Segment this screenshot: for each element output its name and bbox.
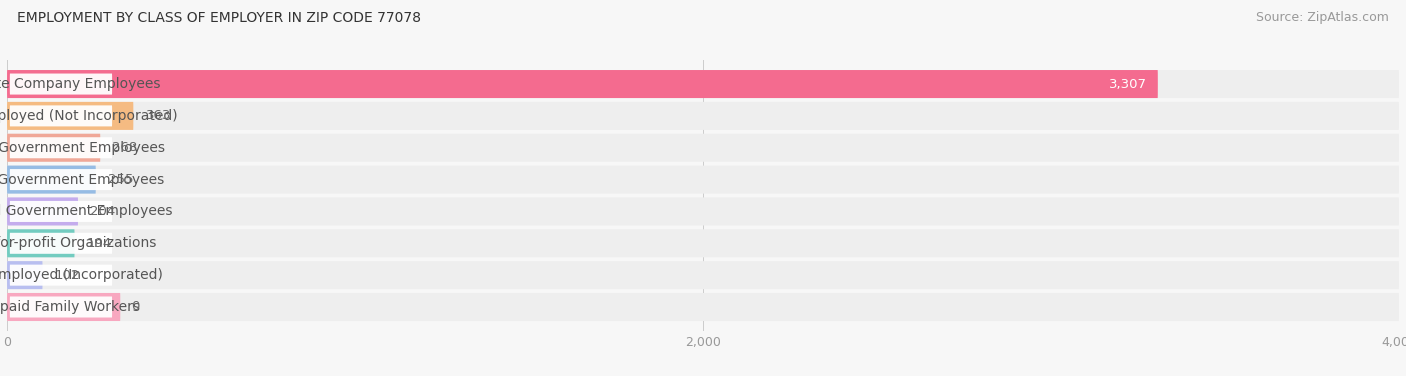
FancyBboxPatch shape	[10, 137, 112, 158]
Text: Not-for-profit Organizations: Not-for-profit Organizations	[0, 236, 156, 250]
FancyBboxPatch shape	[10, 105, 112, 126]
FancyBboxPatch shape	[7, 293, 1399, 321]
FancyBboxPatch shape	[10, 74, 112, 94]
FancyBboxPatch shape	[7, 229, 1399, 257]
Text: 204: 204	[90, 205, 115, 218]
Text: 363: 363	[146, 109, 172, 123]
Text: Source: ZipAtlas.com: Source: ZipAtlas.com	[1256, 11, 1389, 24]
Text: 0: 0	[131, 300, 139, 314]
FancyBboxPatch shape	[10, 201, 112, 222]
FancyBboxPatch shape	[7, 197, 1399, 226]
Text: Self-Employed (Not Incorporated): Self-Employed (Not Incorporated)	[0, 109, 177, 123]
Text: 102: 102	[55, 268, 80, 282]
FancyBboxPatch shape	[7, 102, 134, 130]
Text: EMPLOYMENT BY CLASS OF EMPLOYER IN ZIP CODE 77078: EMPLOYMENT BY CLASS OF EMPLOYER IN ZIP C…	[17, 11, 420, 25]
Text: State Government Employees: State Government Employees	[0, 141, 165, 155]
FancyBboxPatch shape	[7, 102, 1399, 130]
FancyBboxPatch shape	[7, 165, 1399, 194]
FancyBboxPatch shape	[7, 293, 121, 321]
FancyBboxPatch shape	[10, 297, 112, 317]
FancyBboxPatch shape	[7, 70, 1157, 98]
Text: Self-Employed (Incorporated): Self-Employed (Incorporated)	[0, 268, 163, 282]
FancyBboxPatch shape	[7, 70, 1399, 98]
FancyBboxPatch shape	[7, 134, 100, 162]
FancyBboxPatch shape	[7, 229, 75, 257]
Text: Local Government Employees: Local Government Employees	[0, 173, 165, 186]
FancyBboxPatch shape	[10, 265, 112, 286]
Text: 3,307: 3,307	[1109, 77, 1147, 91]
Text: 194: 194	[87, 237, 112, 250]
Text: Private Company Employees: Private Company Employees	[0, 77, 160, 91]
FancyBboxPatch shape	[7, 134, 1399, 162]
Text: 255: 255	[108, 173, 134, 186]
FancyBboxPatch shape	[10, 169, 112, 190]
FancyBboxPatch shape	[7, 261, 42, 289]
Text: Federal Government Employees: Federal Government Employees	[0, 205, 172, 218]
FancyBboxPatch shape	[7, 261, 1399, 289]
Text: 268: 268	[112, 141, 138, 154]
FancyBboxPatch shape	[7, 165, 96, 194]
FancyBboxPatch shape	[10, 233, 112, 254]
Text: Unpaid Family Workers: Unpaid Family Workers	[0, 300, 141, 314]
FancyBboxPatch shape	[7, 197, 77, 226]
